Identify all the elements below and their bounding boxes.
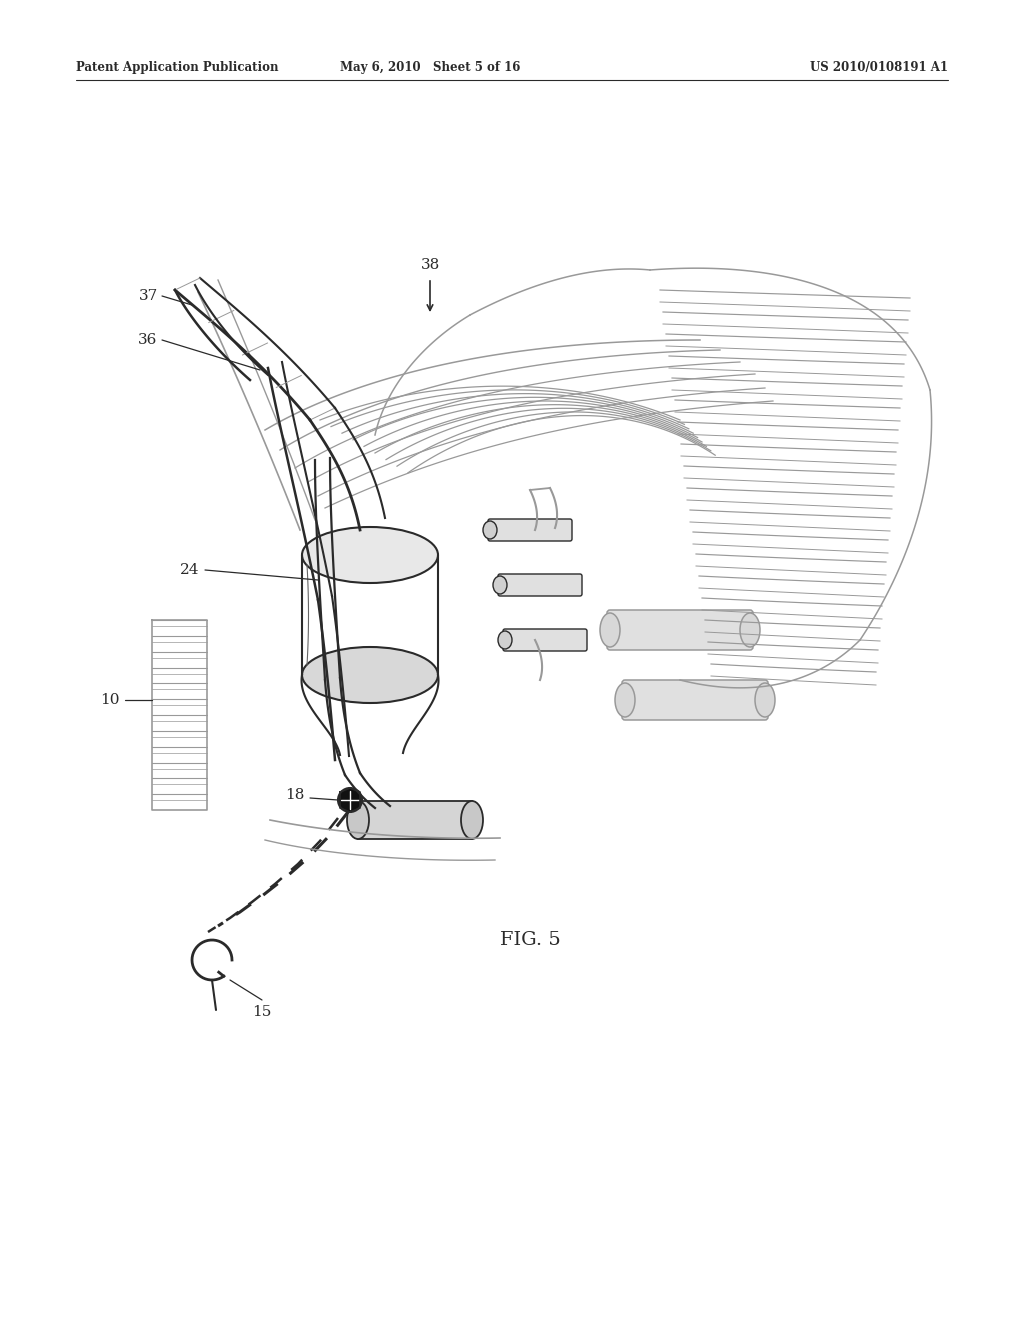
Text: 24: 24 xyxy=(180,564,200,577)
Text: US 2010/0108191 A1: US 2010/0108191 A1 xyxy=(810,62,948,74)
Text: 15: 15 xyxy=(252,1005,271,1019)
Ellipse shape xyxy=(461,801,483,840)
FancyBboxPatch shape xyxy=(488,519,572,541)
Ellipse shape xyxy=(498,631,512,649)
Ellipse shape xyxy=(338,788,362,812)
Ellipse shape xyxy=(302,527,438,583)
FancyBboxPatch shape xyxy=(622,680,768,719)
Text: 37: 37 xyxy=(138,289,158,304)
Polygon shape xyxy=(358,801,472,840)
Text: 38: 38 xyxy=(421,257,439,272)
Text: May 6, 2010   Sheet 5 of 16: May 6, 2010 Sheet 5 of 16 xyxy=(340,62,520,74)
Ellipse shape xyxy=(483,521,497,539)
FancyBboxPatch shape xyxy=(503,630,587,651)
Ellipse shape xyxy=(347,801,369,840)
Text: 10: 10 xyxy=(100,693,120,708)
Ellipse shape xyxy=(600,612,620,647)
Ellipse shape xyxy=(302,647,438,704)
FancyBboxPatch shape xyxy=(607,610,753,649)
Ellipse shape xyxy=(493,576,507,594)
Ellipse shape xyxy=(755,682,775,717)
Text: 36: 36 xyxy=(138,333,158,347)
Ellipse shape xyxy=(740,612,760,647)
Text: 18: 18 xyxy=(286,788,305,803)
Text: FIG. 5: FIG. 5 xyxy=(500,931,560,949)
Text: Patent Application Publication: Patent Application Publication xyxy=(76,62,279,74)
Ellipse shape xyxy=(615,682,635,717)
FancyBboxPatch shape xyxy=(498,574,582,597)
